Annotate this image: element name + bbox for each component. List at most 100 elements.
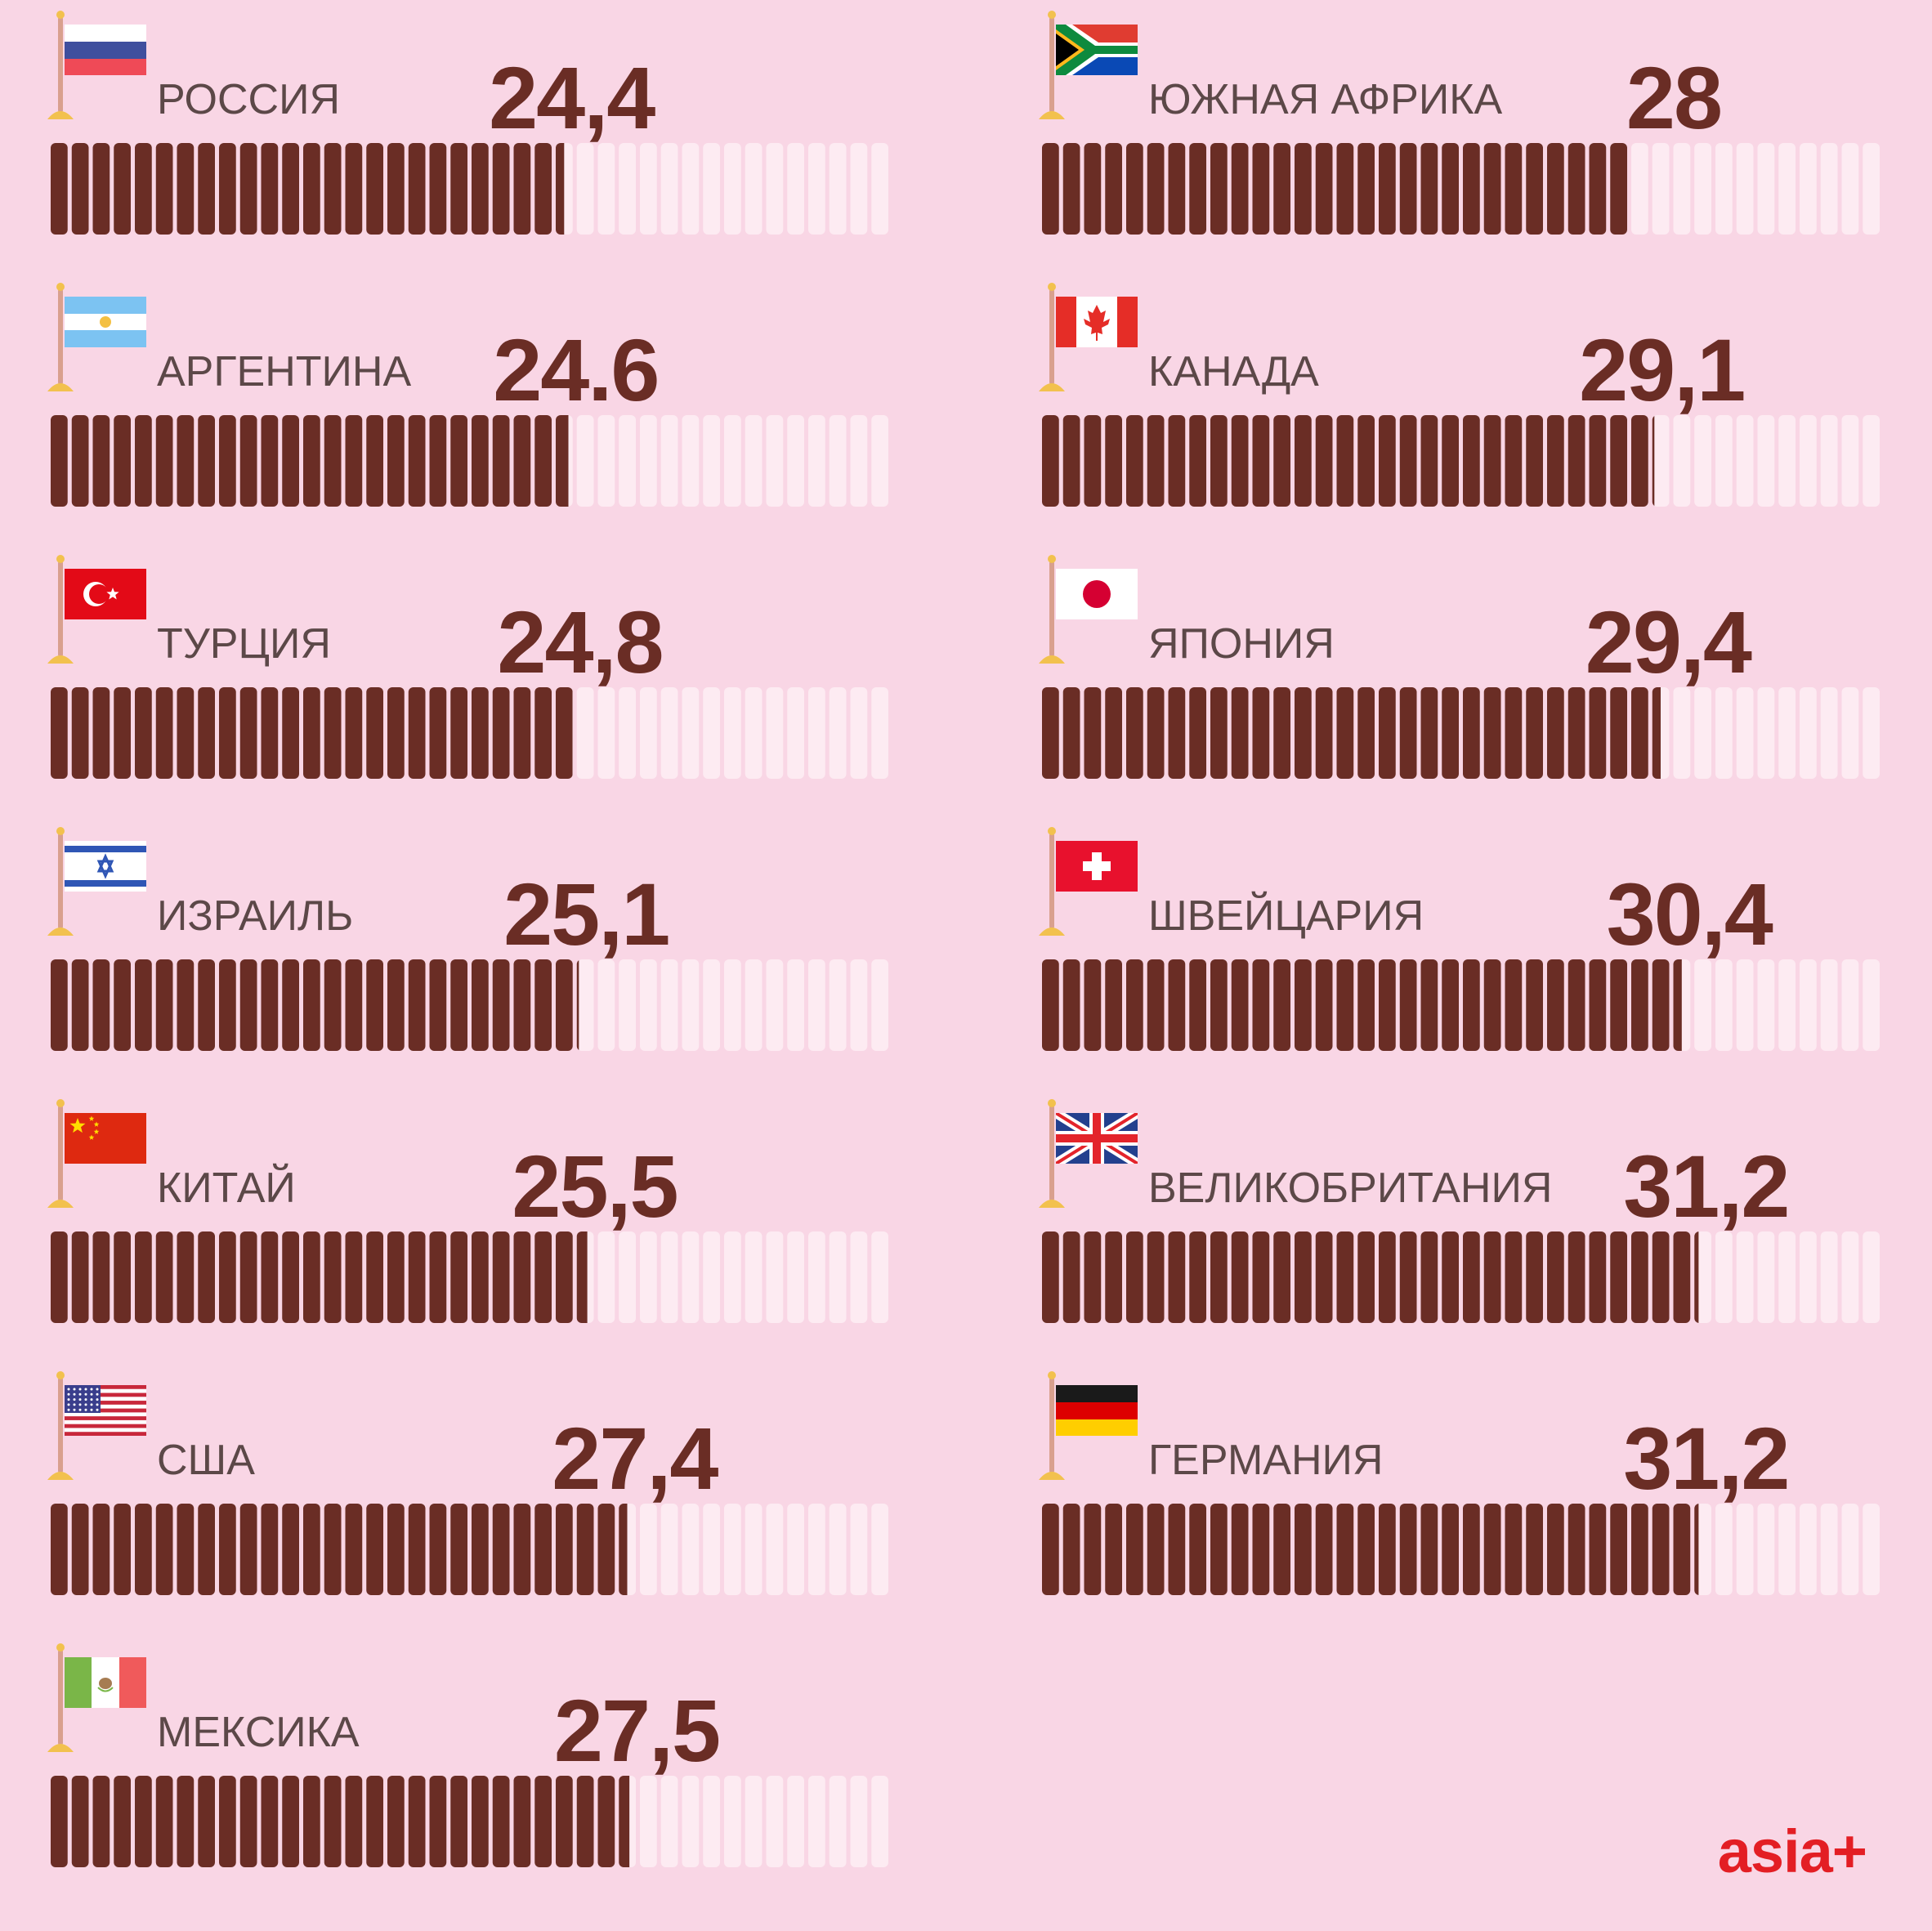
bar-segment-filled [71, 1504, 89, 1595]
bar-segment-empty [619, 687, 636, 779]
bar-segment-empty [1863, 1504, 1880, 1595]
bar-segment-filled [1189, 687, 1206, 779]
bar-segment-filled [239, 143, 257, 235]
bar-segment-empty [787, 415, 804, 507]
bar-segment-filled [198, 1231, 215, 1323]
bar-segment-empty [766, 1776, 784, 1867]
bar-segment-empty [787, 1776, 804, 1867]
bar-fill [1042, 687, 1661, 779]
bar-segment-filled [1042, 143, 1059, 235]
bar-fill [51, 1776, 630, 1867]
bar-segment-empty [682, 1504, 700, 1595]
bar-segment-empty [1631, 143, 1648, 235]
bar-segment-filled [1568, 687, 1585, 779]
bar-segment-filled [1231, 1231, 1249, 1323]
bar [51, 1776, 888, 1867]
bar-segment-filled [1505, 687, 1523, 779]
bar-segment-filled [282, 1231, 299, 1323]
bar-segment-filled [492, 687, 510, 779]
bar-segment-empty [1694, 959, 1711, 1051]
country-name: МЕКСИКА [157, 1709, 360, 1756]
bar-segment-empty [640, 415, 657, 507]
bar-segment-filled [576, 1231, 588, 1323]
bar-segment-filled [261, 959, 279, 1051]
bar-segment-filled [472, 959, 489, 1051]
bar-segment-filled [303, 1231, 320, 1323]
bar-segment-empty [787, 687, 804, 779]
bar [1042, 415, 1880, 507]
country-name: ЮЖНАЯ АФРИКА [1148, 76, 1502, 123]
bar-segment-empty [787, 1231, 804, 1323]
bar-segment-filled [1610, 687, 1627, 779]
bar-segment-empty [1778, 1231, 1796, 1323]
bar-segment-empty [1694, 1231, 1711, 1323]
bar-segment-empty [1694, 143, 1711, 235]
bar-segment-filled [1483, 415, 1501, 507]
bar-segment-filled [219, 1504, 236, 1595]
bar-segment-filled [1463, 959, 1480, 1051]
bar-segment-empty [1820, 959, 1838, 1051]
bar-segment-empty [703, 143, 720, 235]
bar-segment-filled [1273, 143, 1290, 235]
bar-segment-empty [1757, 1231, 1775, 1323]
bar-fill [1042, 1504, 1699, 1595]
bar-segment-filled [177, 143, 195, 235]
value-label: 24.6 [493, 320, 658, 419]
value-label: 25,1 [503, 865, 669, 963]
bar-segment-filled [1505, 415, 1523, 507]
bar-segment-filled [556, 1231, 573, 1323]
bar-segment-filled [1062, 415, 1080, 507]
bar-segment-filled [135, 1231, 152, 1323]
bar-segment-filled [1252, 143, 1270, 235]
bar-segment-empty [1673, 143, 1691, 235]
bar-segment-filled [1357, 1231, 1375, 1323]
bar-segment-filled [114, 143, 131, 235]
bar-segment-filled [1252, 1504, 1270, 1595]
bar-segment-filled [155, 1504, 173, 1595]
bar-segment-empty [640, 143, 657, 235]
bar-segment-filled [1105, 1504, 1122, 1595]
bar-segment-filled [239, 1504, 257, 1595]
bar-segment-empty [640, 1231, 657, 1323]
bar-segment-filled [345, 687, 363, 779]
flag-canada-icon [1039, 283, 1138, 391]
bar-segment-filled [1273, 415, 1290, 507]
bar-segment-filled [219, 415, 236, 507]
bar-segment-empty [766, 687, 784, 779]
bar-segment-filled [219, 687, 236, 779]
bar-segment-filled [261, 1504, 279, 1595]
bar-segment-filled [1547, 1231, 1564, 1323]
bar-segment-filled [1042, 1231, 1059, 1323]
bar-segment-filled [155, 1776, 173, 1867]
bar-segment-empty [829, 143, 847, 235]
value-label: 30,4 [1607, 865, 1773, 963]
bar-segment-filled [1336, 1504, 1354, 1595]
value-label: 24,4 [489, 48, 655, 147]
bar [51, 1504, 888, 1595]
bar-segment-filled [576, 960, 579, 1050]
bar-segment-filled [198, 143, 215, 235]
bar-segment-filled [1420, 415, 1438, 507]
bar-segment-filled [1231, 687, 1249, 779]
bar-segment-empty [850, 415, 868, 507]
bar-segment-empty [1694, 1504, 1711, 1595]
bar-segment-filled [1526, 1504, 1543, 1595]
bar-segment-filled [51, 1776, 68, 1867]
flag-usa-icon [47, 1371, 146, 1480]
bar-segment-empty [1800, 415, 1817, 507]
bar-fill [51, 687, 573, 779]
bar-segment-filled [345, 1504, 363, 1595]
bar-segment-filled [71, 959, 89, 1051]
bar-segment-empty [850, 687, 868, 779]
bar-segment-filled [1126, 1504, 1143, 1595]
country-row: ЮЖНАЯ АФРИКА 28 [1039, 11, 1880, 235]
bar-segment-filled [429, 1231, 447, 1323]
bar-segment-filled [261, 687, 279, 779]
bar-segment-filled [155, 959, 173, 1051]
bar-segment-filled [1463, 1504, 1480, 1595]
bar-segment-empty [682, 959, 700, 1051]
bar-segment-filled [387, 415, 405, 507]
bar-segment-empty [1820, 1231, 1838, 1323]
bar-segment-filled [1336, 959, 1354, 1051]
bar-segment-filled [556, 687, 573, 779]
